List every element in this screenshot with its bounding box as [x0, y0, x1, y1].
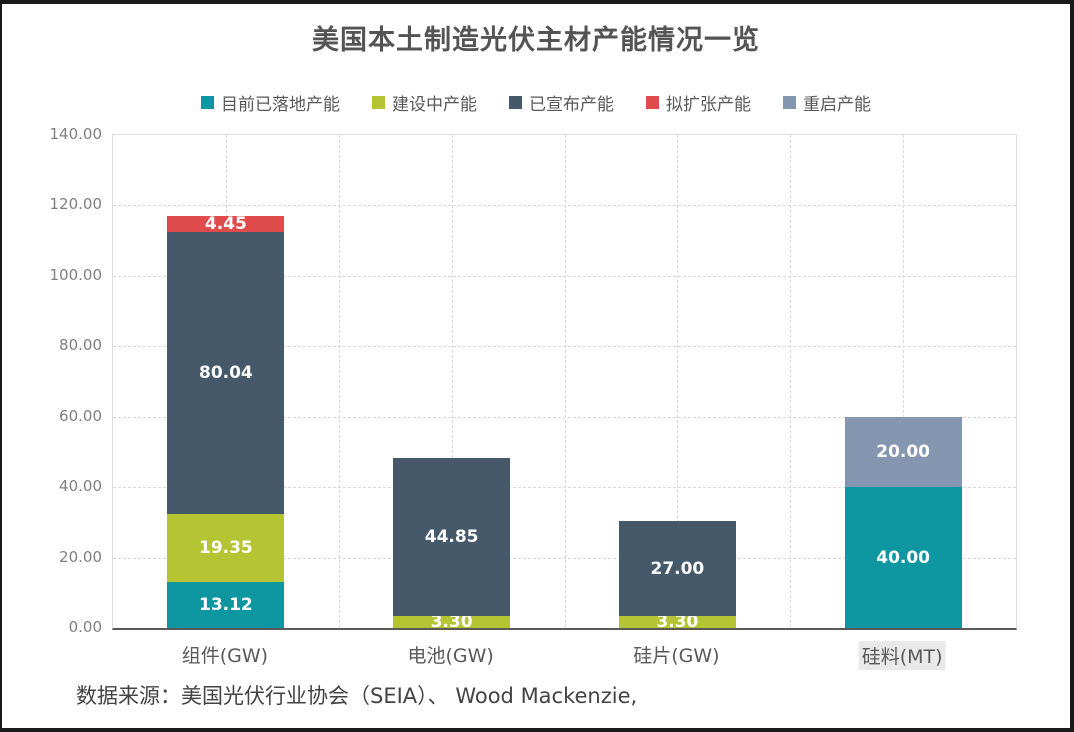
bar-segment: 27.00	[618, 521, 736, 617]
bar-segment: 3.30	[393, 612, 511, 632]
legend-label: 已宣布产能	[529, 95, 614, 115]
chart-title: 美国本土制造光伏主材产能情况一览	[312, 25, 760, 56]
bar-segment: 3.30	[618, 612, 736, 632]
legend-label: 拟扩张产能	[666, 95, 751, 115]
legend-swatch-icon	[372, 96, 385, 109]
y-axis-tick-label: 140.00	[49, 125, 103, 143]
bar-value-label: 20.00	[876, 441, 931, 462]
bar-value-label: 44.85	[424, 527, 479, 548]
gridline-vertical	[903, 135, 905, 628]
y-axis-tick-label: 60.00	[59, 406, 102, 425]
gridline-vertical	[451, 135, 453, 628]
legend-item: 建设中产能	[372, 90, 477, 115]
bar-segment: 4.45	[167, 214, 285, 235]
gridline-vertical	[790, 135, 792, 628]
bar-value-label: 27.00	[650, 558, 705, 579]
x-axis-category-label: 硅片(GW)	[633, 645, 720, 667]
bar-value-label: 19.35	[198, 537, 253, 558]
bar-segment: 44.85	[393, 458, 511, 617]
bar-value-label: 4.45	[204, 214, 247, 235]
legend-swatch-icon	[646, 96, 659, 109]
y-axis-tick-label: 40.00	[59, 477, 102, 496]
y-axis-tick-label: 20.00	[59, 547, 102, 566]
bar-segment: 40.00	[844, 487, 962, 628]
y-axis-tick-label: 80.00	[59, 336, 102, 355]
bar-value-label: 3.30	[430, 612, 473, 633]
legend-swatch-icon	[783, 96, 796, 109]
legend-swatch-icon	[509, 96, 522, 109]
legend-swatch-icon	[201, 96, 214, 109]
bar-segment: 19.35	[167, 513, 285, 582]
y-axis-tick-label: 0.00	[68, 618, 102, 636]
bar-value-label: 13.12	[198, 594, 253, 615]
legend-item: 目前已落地产能	[201, 90, 340, 115]
stacked-bar: 40.00 20.00	[844, 416, 962, 628]
bar-value-label: 3.30	[656, 612, 699, 633]
x-axis-category-label: 电池(GW)	[407, 645, 494, 667]
gridline-vertical	[677, 135, 679, 628]
chart-legend: 目前已落地产能 建设中产能 已宣布产能 拟扩张产能 重启产能	[2, 90, 1070, 115]
plot-area: 13.12 19.35 80.04 4.45 3.30 44.85 3.30 27.00 40.…	[112, 134, 1017, 632]
stacked-bar: 3.30 27.00	[618, 521, 736, 632]
x-axis-category-label: 硅料(MT)	[858, 641, 946, 670]
bar-segment: 80.04	[167, 231, 285, 514]
y-axis-tick-label: 100.00	[49, 265, 103, 284]
gridline-vertical	[564, 135, 566, 628]
legend-label: 建设中产能	[392, 95, 477, 115]
legend-item: 已宣布产能	[509, 90, 614, 115]
y-axis-tick-label: 120.00	[49, 195, 103, 214]
stacked-bar: 13.12 19.35 80.04 4.45	[167, 214, 285, 628]
bar-segment: 20.00	[844, 416, 962, 488]
data-source-note: 数据来源：美国光伏行业协会（SEIA）、 Wood Mackenzie,	[76, 684, 638, 708]
bar-value-label: 80.04	[198, 362, 253, 383]
bar-value-label: 40.00	[876, 547, 931, 568]
legend-label: 重启产能	[803, 95, 871, 115]
legend-label: 目前已落地产能	[221, 95, 340, 115]
stacked-bar: 3.30 44.85	[393, 458, 511, 632]
x-axis-category-label: 组件(GW)	[181, 645, 269, 667]
legend-item: 重启产能	[783, 90, 871, 115]
gridline-vertical	[338, 135, 340, 628]
legend-item: 拟扩张产能	[646, 90, 751, 115]
bar-segment: 13.12	[167, 581, 285, 628]
